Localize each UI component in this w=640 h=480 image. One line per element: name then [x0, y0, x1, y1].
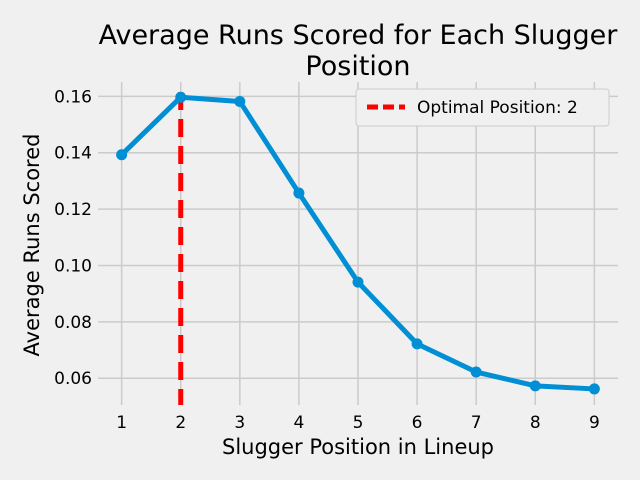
data-point	[588, 383, 600, 395]
x-axis-ticks: 1 2 3 4 5 6 7 8 9	[116, 413, 600, 433]
x-tick-label: 2	[175, 413, 186, 433]
data-point	[470, 366, 482, 378]
y-tick-label: 0.12	[54, 200, 92, 220]
data-point	[234, 95, 246, 107]
data-point	[352, 276, 364, 288]
data-point	[175, 91, 187, 103]
x-tick-label: 7	[471, 413, 482, 433]
legend-label: Optimal Position: 2	[417, 98, 578, 118]
x-tick-label: 4	[293, 413, 304, 433]
y-tick-label: 0.10	[54, 256, 92, 276]
y-tick-label: 0.06	[54, 369, 92, 389]
x-tick-label: 3	[234, 413, 245, 433]
chart-title-line-1: Average Runs Scored for Each Slugger	[99, 20, 619, 51]
x-tick-label: 6	[412, 413, 423, 433]
legend-box	[355, 88, 610, 127]
y-axis-ticks: 0.06 0.08 0.10 0.12 0.14 0.16	[54, 87, 92, 389]
y-tick-label: 0.08	[54, 313, 92, 333]
data-point	[411, 338, 423, 350]
y-axis-label: Average Runs Scored	[20, 134, 44, 357]
x-tick-label: 5	[353, 413, 364, 433]
x-tick-label: 9	[589, 413, 600, 433]
data-point	[529, 380, 541, 392]
x-axis-label: Slugger Position in Lineup	[222, 435, 494, 459]
x-tick-label: 1	[116, 413, 127, 433]
data-point	[116, 149, 128, 161]
chart-title-line-2: Position	[305, 51, 410, 82]
legend: Optimal Position: 2	[355, 88, 610, 127]
y-tick-label: 0.16	[54, 87, 92, 107]
y-tick-label: 0.14	[54, 144, 92, 164]
x-tick-label: 8	[530, 413, 541, 433]
series	[116, 91, 600, 395]
data-point	[293, 187, 305, 199]
